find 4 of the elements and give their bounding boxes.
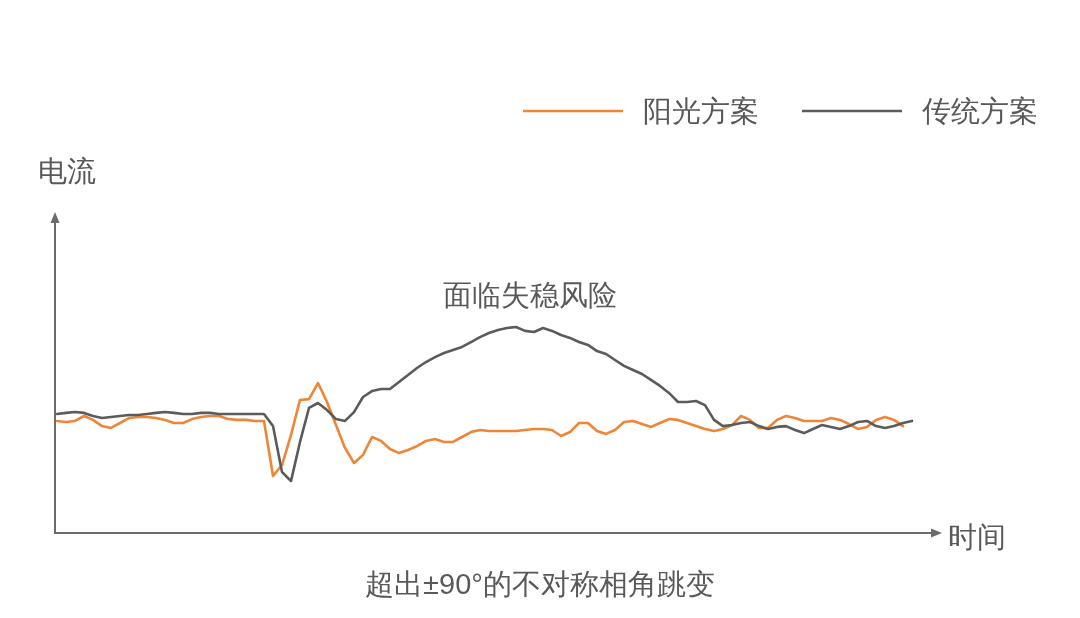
ylabel: 电流 bbox=[38, 155, 96, 187]
xlabel: 时间 bbox=[948, 521, 1006, 553]
annotation: 面临失稳风险 bbox=[443, 279, 617, 311]
annotation: 超出±90°的不对称相角跳变 bbox=[365, 568, 715, 600]
